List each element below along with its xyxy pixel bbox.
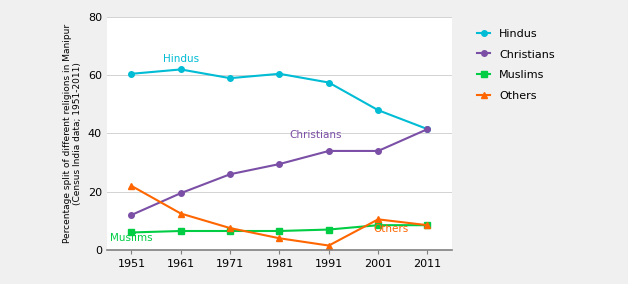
Muslims bbox=[177, 229, 185, 233]
Muslims bbox=[276, 229, 283, 233]
Text: Others: Others bbox=[373, 224, 408, 235]
Line: Hindus: Hindus bbox=[129, 67, 430, 132]
Christians bbox=[226, 172, 234, 176]
Text: Muslims: Muslims bbox=[110, 233, 153, 243]
Christians bbox=[325, 149, 333, 153]
Text: Christians: Christians bbox=[290, 130, 342, 140]
Hindus bbox=[325, 81, 333, 84]
Christians bbox=[374, 149, 382, 153]
Muslims bbox=[226, 229, 234, 233]
Hindus bbox=[276, 72, 283, 76]
Hindus bbox=[177, 68, 185, 71]
Others bbox=[177, 212, 185, 215]
Others bbox=[424, 224, 431, 227]
Muslims bbox=[424, 224, 431, 227]
Muslims bbox=[325, 228, 333, 231]
Others bbox=[374, 218, 382, 221]
Hindus bbox=[374, 108, 382, 112]
Christians bbox=[276, 162, 283, 166]
Hindus bbox=[226, 76, 234, 80]
Line: Muslims: Muslims bbox=[129, 222, 430, 235]
Others bbox=[127, 184, 135, 187]
Hindus bbox=[424, 128, 431, 131]
Line: Others: Others bbox=[128, 182, 431, 249]
Others bbox=[226, 226, 234, 230]
Christians bbox=[127, 213, 135, 217]
Line: Christians: Christians bbox=[129, 126, 430, 218]
Y-axis label: Percentage split of different religions in Manipur
(Census India data; 1951-2011: Percentage split of different religions … bbox=[63, 24, 82, 243]
Others bbox=[276, 237, 283, 240]
Hindus bbox=[127, 72, 135, 76]
Muslims bbox=[127, 231, 135, 234]
Christians bbox=[424, 128, 431, 131]
Muslims bbox=[374, 224, 382, 227]
Legend: Hindus, Christians, Muslims, Others: Hindus, Christians, Muslims, Others bbox=[472, 23, 560, 107]
Text: Hindus: Hindus bbox=[163, 54, 199, 64]
Christians bbox=[177, 191, 185, 195]
Others bbox=[325, 244, 333, 247]
